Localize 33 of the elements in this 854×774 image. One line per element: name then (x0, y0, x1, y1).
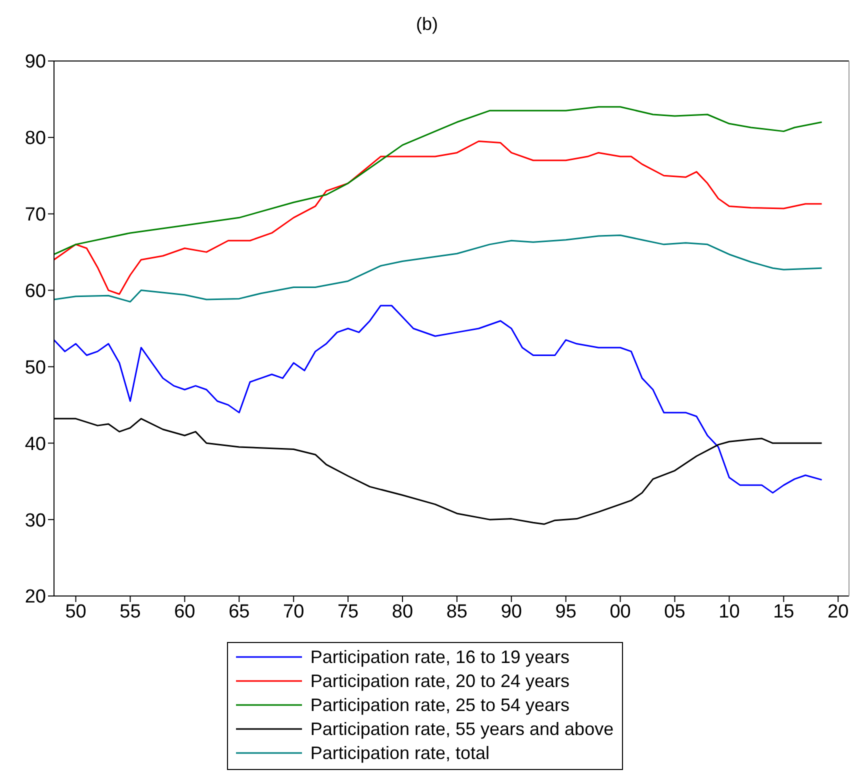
y-tick-label: 20 (24, 586, 46, 608)
x-tick-label: 20 (828, 601, 849, 622)
line-series (54, 234, 823, 302)
legend-label: Participation rate, 25 to 54 years (310, 694, 570, 716)
y-tick-label: 50 (24, 357, 46, 378)
x-tick-label: 95 (555, 601, 576, 622)
x-tick-label: 65 (228, 601, 250, 622)
legend-label: Participation rate, 16 to 19 years (310, 646, 570, 668)
chart-title: (b) (415, 14, 439, 35)
y-tick-label: 30 (24, 510, 46, 532)
x-tick-label: 55 (120, 601, 141, 622)
x-tick-label: 00 (610, 601, 631, 622)
legend-label: Participation rate, 55 years and above (310, 718, 614, 740)
legend-label: Participation rate, total (310, 742, 490, 764)
x-tick-label: 80 (392, 601, 414, 622)
y-tick-label: 70 (24, 204, 46, 226)
line-series (54, 140, 823, 295)
y-tick-label: 90 (24, 52, 46, 73)
line-series (54, 106, 823, 256)
x-tick-label: 10 (718, 601, 740, 622)
x-tick-label: 50 (65, 601, 86, 622)
line-series (54, 304, 823, 494)
x-tick-label: 75 (337, 601, 359, 622)
x-tick-label: 85 (446, 601, 468, 622)
x-tick-label: 90 (500, 601, 522, 622)
x-tick-label: 15 (773, 601, 794, 622)
x-tick-label: 70 (283, 601, 304, 622)
y-tick-label: 60 (24, 281, 46, 302)
legend-label: Participation rate, 20 to 24 years (310, 670, 570, 692)
y-tick-label: 80 (24, 128, 46, 150)
y-tick-label: 40 (24, 434, 46, 455)
x-tick-label: 05 (664, 601, 686, 622)
x-tick-label: 60 (174, 601, 196, 622)
